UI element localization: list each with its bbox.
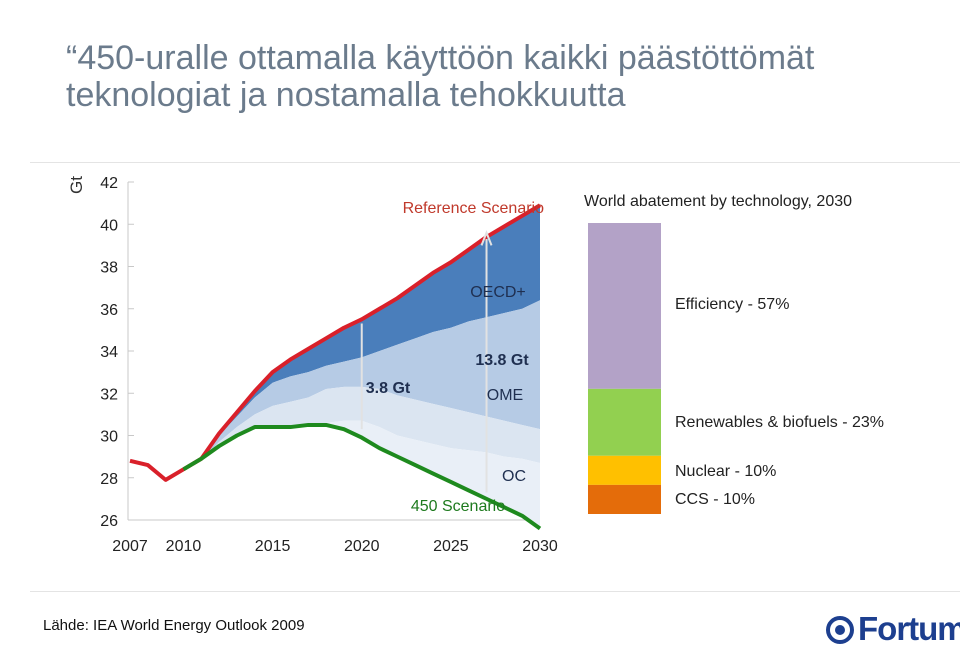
fortum-logo-text: Fortum <box>858 610 960 647</box>
abatement-title: World abatement by technology, 2030 <box>584 193 852 210</box>
y-tick-label: 32 <box>100 386 118 403</box>
bar-label-nuclear: Nuclear - 10% <box>675 463 776 480</box>
bar-label-ccs: CCS - 10% <box>675 491 755 508</box>
y-tick-label: 38 <box>100 260 118 277</box>
bar-segment-ccs <box>588 484 661 514</box>
reference-scenario-label: Reference Scenario <box>403 200 545 217</box>
page-title: “450-uralle ottamalla käyttöön kaikki pä… <box>66 39 815 114</box>
y-tick-label: 26 <box>100 513 118 530</box>
x-tick-label: 2010 <box>166 538 202 555</box>
fortum-logo: Fortum <box>826 610 960 648</box>
oc-lower-area <box>183 420 540 529</box>
y-tick-label: 36 <box>100 302 118 319</box>
bar-label-renewables: Renewables & biofuels - 23% <box>675 414 884 431</box>
emissions-chart: Gt 42 40 38 36 34 32 30 28 26 2007 2010 2015 2020 202… <box>67 175 884 555</box>
y-tick-label: 34 <box>100 344 118 361</box>
fortum-logo-icon <box>826 616 854 644</box>
bar-label-efficiency: Efficiency - 57% <box>675 296 789 313</box>
y-tick-label: 42 <box>100 175 118 192</box>
x-tick-label: 2025 <box>433 538 469 555</box>
gap-2020-label: 3.8 Gt <box>366 380 411 397</box>
x-tick-label: 2030 <box>522 538 558 555</box>
gap-2030-label: 13.8 Gt <box>475 352 529 369</box>
bar-segment-renewables <box>588 388 661 456</box>
y-tick-label: 30 <box>100 429 118 446</box>
scenario-450-line <box>182 422 542 531</box>
bar-segment-efficiency <box>588 223 661 389</box>
x-tick-label: 2020 <box>344 538 380 555</box>
y-axis-label: Gt <box>67 176 86 194</box>
y-tick-label: 28 <box>100 471 118 488</box>
ome-label: OME <box>487 387 523 404</box>
gap-arrow-icon <box>480 229 493 246</box>
source-note: Lähde: IEA World Energy Outlook 2009 <box>43 617 305 634</box>
x-tick-label: 2015 <box>255 538 291 555</box>
bar-segment-nuclear <box>588 455 661 485</box>
oc-area <box>183 386 540 470</box>
x-tick-label: 2007 <box>112 538 148 555</box>
chart-panel: Gt 42 40 38 36 34 32 30 28 26 2007 2010 2015 2020 202… <box>30 162 960 592</box>
scenario-450-label: 450 Scenario <box>411 498 505 515</box>
y-tick-label: 40 <box>100 217 118 234</box>
oecd-label: OECD+ <box>470 284 526 301</box>
oc-label: OC <box>502 468 526 485</box>
